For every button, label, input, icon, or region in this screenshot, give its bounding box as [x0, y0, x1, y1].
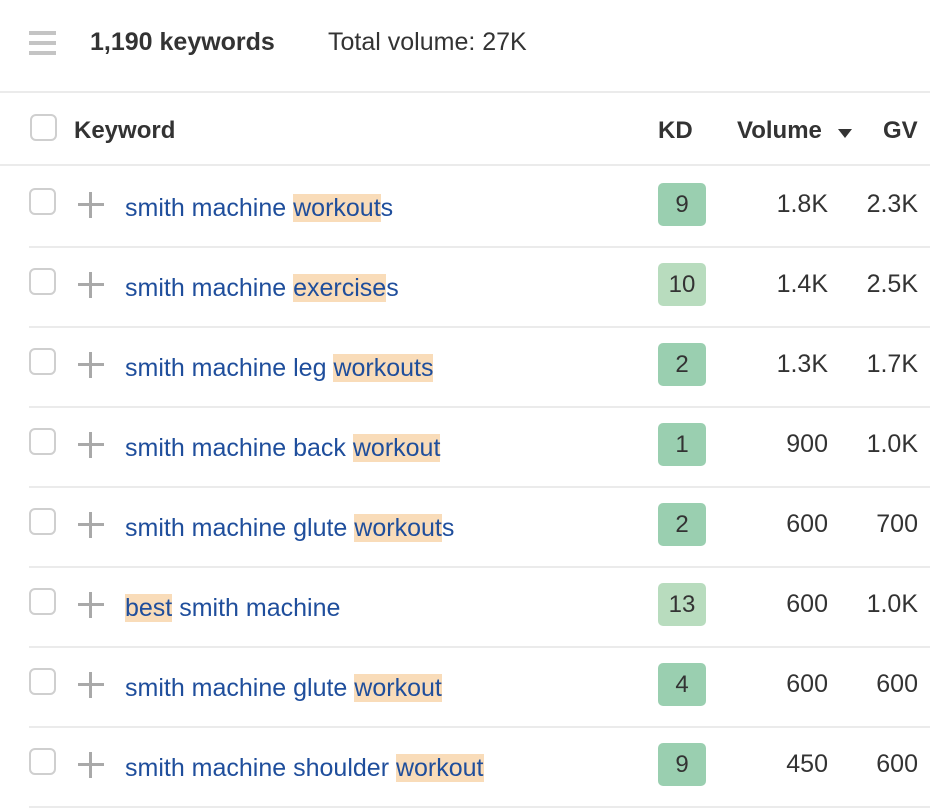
table-row: smith machine glute workouts 2 600 700	[0, 488, 930, 568]
keyword-text-pre: smith machine	[125, 274, 294, 302]
keyword-text-pre: smith machine glute	[125, 514, 355, 542]
row-checkbox[interactable]	[29, 588, 56, 615]
row-checkbox[interactable]	[29, 268, 56, 295]
add-to-list-icon[interactable]	[78, 352, 104, 378]
keyword-link[interactable]: smith machine glute workout	[125, 669, 442, 707]
add-to-list-icon[interactable]	[78, 512, 104, 538]
kd-badge: 10	[658, 263, 706, 306]
row-checkbox[interactable]	[29, 348, 56, 375]
table-row: smith machine glute workout 4 600 600	[0, 648, 930, 728]
add-to-list-icon[interactable]	[78, 672, 104, 698]
volume-value: 1.8K	[776, 190, 828, 218]
gv-value: 1.0K	[866, 430, 918, 458]
row-checkbox[interactable]	[29, 188, 56, 215]
keyword-text-pre: smith machine back	[125, 434, 353, 462]
table-row: smith machine exercises 10 1.4K 2.5K	[0, 248, 930, 328]
column-header-kd[interactable]: KD	[658, 117, 693, 144]
volume-value: 600	[786, 670, 828, 698]
table-row: smith machine leg workouts 2 1.3K 1.7K	[0, 328, 930, 408]
gv-value: 1.7K	[866, 350, 918, 378]
table-header: Keyword KD Volume GV	[0, 93, 930, 166]
row-checkbox[interactable]	[29, 428, 56, 455]
keyword-text-post: s	[441, 514, 455, 542]
keyword-count: 1,190 keywords	[90, 28, 275, 56]
row-divider	[29, 486, 930, 488]
column-header-gv[interactable]: GV	[883, 117, 918, 144]
gv-value: 2.5K	[866, 270, 918, 298]
keyword-link[interactable]: smith machine back workout	[125, 429, 441, 467]
keyword-highlight: workouts	[333, 354, 434, 382]
keyword-highlight: exercise	[293, 274, 387, 302]
add-to-list-icon[interactable]	[78, 432, 104, 458]
add-to-list-icon[interactable]	[78, 592, 104, 618]
toolbar: 1,190 keywords Total volume: 27K	[0, 0, 930, 93]
gv-value: 2.3K	[866, 190, 918, 218]
volume-value: 900	[786, 430, 828, 458]
gv-value: 600	[876, 670, 918, 698]
kd-badge: 4	[658, 663, 706, 706]
column-header-keyword[interactable]: Keyword	[74, 117, 176, 144]
table-row: smith machine back workout 1 900 1.0K	[0, 408, 930, 488]
select-all-checkbox[interactable]	[30, 114, 57, 141]
volume-value: 600	[786, 510, 828, 538]
keyword-highlight: workout	[293, 194, 381, 222]
keyword-highlight: workout	[354, 514, 442, 542]
row-checkbox[interactable]	[29, 508, 56, 535]
keyword-highlight: workout	[352, 434, 441, 462]
add-to-list-icon[interactable]	[78, 272, 104, 298]
volume-value: 1.4K	[776, 270, 828, 298]
row-checkbox[interactable]	[29, 748, 56, 775]
row-divider	[29, 566, 930, 568]
keyword-text-pre: smith machine	[125, 194, 294, 222]
keyword-text-post: s	[386, 274, 399, 302]
gv-value: 700	[876, 510, 918, 538]
keyword-link[interactable]: smith machine glute workouts	[125, 509, 454, 547]
row-divider	[29, 326, 930, 328]
keyword-text-post: s	[380, 194, 394, 222]
kd-badge: 9	[658, 743, 706, 786]
gv-value: 1.0K	[866, 590, 918, 618]
keyword-text-pre: smith machine shoulder	[125, 754, 396, 782]
keyword-link[interactable]: smith machine workouts	[125, 189, 393, 227]
keyword-text-pre: smith machine glute	[125, 674, 355, 702]
row-divider	[29, 646, 930, 648]
table-row: smith machine shoulder workout 9 450 600	[0, 728, 930, 808]
column-header-volume[interactable]: Volume	[737, 117, 822, 144]
keyword-text-pre: smith machine leg	[125, 354, 334, 382]
volume-value: 600	[786, 590, 828, 618]
gv-value: 600	[876, 750, 918, 778]
row-checkbox[interactable]	[29, 668, 56, 695]
keyword-link[interactable]: smith machine exercises	[125, 269, 399, 307]
keyword-highlight: workout	[395, 754, 484, 782]
keyword-link[interactable]: smith machine leg workouts	[125, 349, 434, 387]
table-row: smith machine workouts 9 1.8K 2.3K	[0, 168, 930, 248]
hamburger-icon[interactable]	[29, 31, 56, 55]
keyword-link[interactable]: best smith machine	[125, 589, 340, 627]
kd-badge: 2	[658, 343, 706, 386]
kd-badge: 2	[658, 503, 706, 546]
volume-value: 450	[786, 750, 828, 778]
total-volume: Total volume: 27K	[328, 28, 527, 56]
kd-badge: 13	[658, 583, 706, 626]
row-divider	[29, 726, 930, 728]
keyword-highlight: workout	[354, 674, 442, 702]
sort-down-icon[interactable]	[838, 129, 852, 138]
row-divider	[29, 246, 930, 248]
add-to-list-icon[interactable]	[78, 752, 104, 778]
add-to-list-icon[interactable]	[78, 192, 104, 218]
table-row: best smith machine 13 600 1.0K	[0, 568, 930, 648]
keyword-text-post: smith machine	[172, 594, 341, 622]
keyword-highlight: best	[125, 594, 173, 622]
kd-badge: 9	[658, 183, 706, 226]
row-divider	[29, 406, 930, 408]
kd-badge: 1	[658, 423, 706, 466]
volume-value: 1.3K	[776, 350, 828, 378]
keyword-link[interactable]: smith machine shoulder workout	[125, 749, 484, 787]
